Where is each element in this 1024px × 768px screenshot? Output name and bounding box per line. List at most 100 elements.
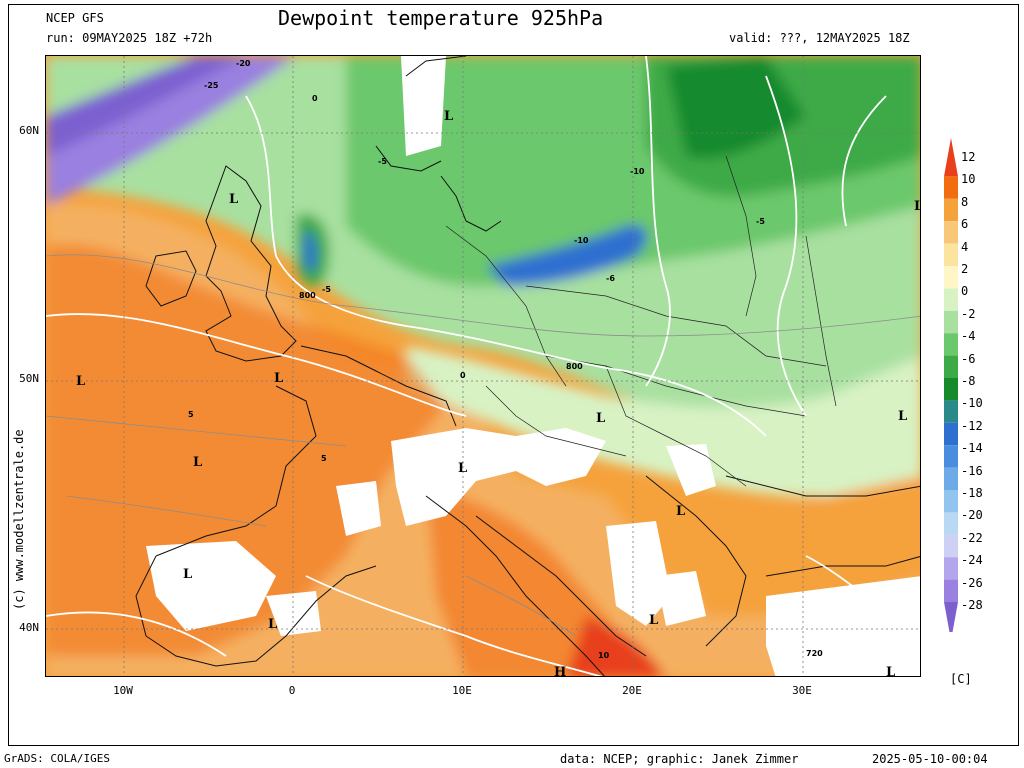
low-marker: L: [183, 567, 192, 582]
colorbar-swatch: [944, 221, 958, 244]
colorbar-swatch: [944, 512, 958, 535]
contour-label: -20: [236, 59, 251, 68]
low-marker: L: [274, 371, 283, 386]
low-marker: L: [596, 411, 605, 426]
contour-label: 720: [806, 649, 823, 658]
country-borders: [445, 155, 837, 487]
colorbar-label: 6: [961, 217, 969, 232]
colorbar-label: -2: [961, 306, 976, 321]
colorbar-swatch: [944, 602, 958, 641]
chart-title: Dewpoint temperature 925hPa: [278, 6, 604, 30]
colorbar-label: -10: [961, 396, 983, 411]
colorbar-label: 2: [961, 262, 969, 276]
colorbar-swatch: [944, 198, 958, 222]
colorbar-swatch: [944, 422, 958, 446]
lat-tick-50n: 50N: [19, 372, 39, 385]
colorbar-swatch: [944, 266, 958, 289]
low-marker: L: [444, 109, 453, 124]
contour-label: 800: [566, 362, 583, 371]
colorbar-swatch: [944, 333, 958, 356]
dewpoint-contours: [46, 254, 920, 637]
colorbar-label: -16: [961, 463, 983, 478]
colorbar-swatch: [944, 579, 958, 602]
contour-label: -25: [204, 81, 219, 90]
contour-label: 10: [598, 651, 610, 660]
low-marker: L: [193, 455, 202, 470]
masked-terrain: [146, 56, 920, 676]
high-marker: H: [554, 665, 566, 677]
colorbar-swatch: [944, 355, 958, 378]
run-info: run: 09MAY2025 18Z +72h: [46, 31, 213, 45]
colorbar-label: 0: [961, 284, 969, 299]
colorbar-label: -28: [961, 598, 983, 612]
valid-time: valid: ???, 12MAY2025 18Z: [729, 31, 910, 45]
contour-label: -6: [606, 274, 615, 283]
colorbar-label: -8: [961, 374, 976, 388]
timestamp: 2025-05-10-00:04: [872, 752, 988, 766]
low-marker: L: [649, 613, 658, 628]
data-credit: data: NCEP; graphic: Janek Zimmer: [560, 752, 799, 766]
colorbar-label: -4: [961, 329, 976, 344]
lat-tick-60n: 60N: [19, 124, 39, 137]
low-marker: L: [676, 504, 685, 519]
colorbar-swatch: [944, 176, 958, 199]
colorbar-label: 4: [961, 239, 969, 254]
colorbar-label: -26: [961, 575, 983, 590]
contour-label: -5: [322, 285, 331, 294]
grads-credit: GrADS: COLA/IGES: [4, 752, 110, 765]
colorbar-swatch: [944, 445, 958, 468]
side-credit: (c) www.modellzentrale.de: [12, 429, 26, 610]
colorbar-label: -20: [961, 508, 983, 523]
lon-tick-20e: 20E: [622, 684, 642, 697]
lon-tick-30e: 30E: [792, 684, 812, 697]
low-marker: L: [886, 665, 895, 677]
pressure-centres: L L L L L L L L L L L L L H L: [76, 109, 921, 677]
lon-tick-0: 0: [288, 684, 296, 697]
colorbar: [941, 138, 961, 641]
colorbar-swatch: [944, 243, 958, 266]
contour-label: 5: [188, 410, 194, 419]
low-marker: L: [76, 374, 85, 389]
contour-label: 800: [299, 291, 316, 300]
colorbar-swatch: [944, 467, 958, 490]
colorbar-label: -12: [961, 418, 983, 433]
coastlines: [135, 56, 920, 676]
lat-lon-grid: [46, 56, 920, 676]
colorbar-swatch: [944, 400, 958, 423]
colorbar-label: 12: [961, 150, 976, 164]
low-marker: L: [268, 617, 277, 632]
colorbar-swatch: [944, 138, 958, 177]
lat-tick-40n: 40N: [19, 621, 39, 634]
low-marker: L: [898, 409, 907, 424]
contour-label: 5: [321, 454, 327, 463]
colorbar-label: -6: [961, 351, 976, 366]
contour-label: -10: [574, 236, 589, 245]
lon-tick-10w: 10W: [113, 684, 133, 697]
colorbar-swatch: [944, 378, 958, 401]
low-marker: L: [229, 192, 238, 207]
colorbar-swatch: [944, 534, 958, 558]
geopotential-contours: [46, 56, 920, 676]
contour-label: -5: [756, 217, 765, 226]
contour-label: 0: [312, 94, 318, 103]
colorbar-label: -22: [961, 530, 983, 545]
contour-label: 0: [460, 371, 466, 380]
colorbar-label: -18: [961, 486, 983, 500]
contour-label: -5: [378, 157, 387, 166]
contour-labels: -20 -25 0 -5 -10 -5 -10 -6 -5 800 800 5 …: [188, 59, 823, 660]
low-marker: L: [914, 199, 921, 214]
colorbar-label: -24: [961, 553, 983, 568]
colorbar-swatch: [944, 490, 958, 513]
low-marker: L: [458, 461, 467, 476]
colorbar-swatch: [944, 288, 958, 311]
colorbar-label: -14: [961, 441, 983, 456]
chart-frame: [8, 4, 1019, 746]
colorbar-label: 10: [961, 172, 976, 187]
model-name: NCEP GFS: [46, 11, 104, 25]
colorbar-swatch: [944, 310, 958, 334]
colorbar-unit: [C]: [950, 672, 972, 686]
dewpoint-map: -20 -25 0 -5 -10 -5 -10 -6 -5 800 800 5 …: [45, 55, 921, 677]
colorbar-label: 8: [961, 194, 969, 209]
lon-tick-10e: 10E: [452, 684, 472, 697]
colorbar-swatch: [944, 557, 958, 580]
